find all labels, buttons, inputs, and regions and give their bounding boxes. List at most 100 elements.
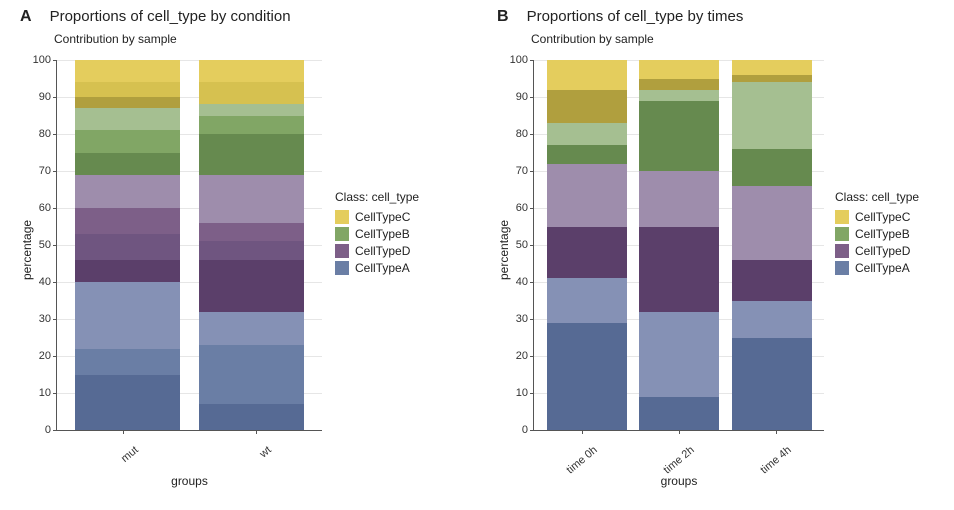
legend-label: CellTypeB (855, 227, 910, 241)
panel-title-row: AProportions of cell_type by condition (20, 8, 291, 26)
bar-segment (75, 82, 180, 97)
y-axis-label: percentage (20, 220, 34, 280)
y-axis-label: percentage (497, 220, 511, 280)
bar-segment (639, 397, 719, 430)
bar-segment (199, 82, 304, 104)
plot-area: 0102030405060708090100time 0htime 2htime… (533, 60, 824, 431)
y-tick-label: 0 (45, 424, 51, 436)
legend-swatch (835, 210, 849, 224)
panel-subtitle: Contribution by sample (54, 32, 177, 46)
x-axis-label: groups (534, 474, 824, 488)
x-tick-mark (679, 430, 680, 434)
bar-segment (199, 116, 304, 135)
x-tick-mark (582, 430, 583, 434)
bar-segment (547, 60, 627, 90)
y-tick-label: 80 (516, 128, 528, 140)
bar-segment (732, 149, 812, 186)
bar-segment (732, 60, 812, 75)
bar-segment (199, 60, 304, 82)
bar-group (732, 60, 812, 430)
bar-segment (199, 175, 304, 223)
bar-segment (547, 123, 627, 145)
legend-swatch (335, 210, 349, 224)
bar-segment (547, 90, 627, 123)
bar-segment (75, 97, 180, 108)
legend-swatch (835, 244, 849, 258)
bar-segment (75, 208, 180, 234)
bar-group (75, 60, 180, 430)
bars-container (57, 60, 322, 430)
bar-segment (75, 282, 180, 349)
bar-segment (639, 79, 719, 90)
bar-segment (639, 101, 719, 171)
figure-root: AProportions of cell_type by condition Co… (0, 0, 954, 510)
y-tick-label: 20 (516, 350, 528, 362)
bar-segment (732, 260, 812, 301)
legend-swatch (335, 261, 349, 275)
legend-item: CellTypeC (335, 210, 419, 224)
panel-title: Proportions of cell_type by condition (50, 8, 291, 25)
plot-area: 0102030405060708090100mutwtgroups (56, 60, 322, 431)
bar-segment (75, 175, 180, 208)
bars-container (534, 60, 824, 430)
y-tick-label: 60 (39, 202, 51, 214)
y-tick-mark (530, 430, 534, 431)
bar-segment (547, 323, 627, 430)
y-tick-label: 90 (39, 91, 51, 103)
bar-segment (75, 234, 180, 260)
y-tick-label: 100 (510, 54, 528, 66)
y-tick-label: 0 (522, 424, 528, 436)
y-tick-label: 10 (39, 387, 51, 399)
bar-segment (639, 227, 719, 312)
bar-segment (547, 145, 627, 164)
legend-title: Class: cell_type (835, 190, 919, 204)
y-tick-label: 40 (39, 276, 51, 288)
y-tick-label: 10 (516, 387, 528, 399)
legend-label: CellTypeD (855, 244, 910, 258)
bar-segment (199, 104, 304, 115)
bar-segment (639, 312, 719, 397)
y-tick-label: 50 (516, 239, 528, 251)
panel-B: BProportions of cell_type by times Contri… (477, 0, 954, 510)
legend-item: CellTypeA (835, 261, 919, 275)
legend-swatch (335, 227, 349, 241)
x-axis-label: groups (57, 474, 322, 488)
y-tick-mark (53, 430, 57, 431)
legend-label: CellTypeA (855, 261, 910, 275)
bar-segment (199, 223, 304, 242)
bar-segment (732, 301, 812, 338)
legend-label: CellTypeC (355, 210, 410, 224)
x-tick-mark (256, 430, 257, 434)
legend-label: CellTypeD (355, 244, 410, 258)
y-tick-label: 100 (33, 54, 51, 66)
y-tick-label: 30 (39, 313, 51, 325)
panel-A: AProportions of cell_type by condition Co… (0, 0, 477, 510)
legend-item: CellTypeD (835, 244, 919, 258)
bar-segment (639, 90, 719, 101)
y-tick-label: 60 (516, 202, 528, 214)
y-tick-label: 20 (39, 350, 51, 362)
bar-segment (199, 260, 304, 312)
panel-subtitle: Contribution by sample (531, 32, 654, 46)
bar-segment (732, 186, 812, 260)
legend-swatch (835, 261, 849, 275)
legend-item: CellTypeC (835, 210, 919, 224)
bar-segment (639, 60, 719, 79)
bar-segment (75, 153, 180, 175)
x-tick-mark (123, 430, 124, 434)
bar-group (199, 60, 304, 430)
legend-item: CellTypeD (335, 244, 419, 258)
legend: Class: cell_typeCellTypeCCellTypeBCellTy… (335, 190, 419, 278)
bar-segment (639, 171, 719, 227)
legend: Class: cell_type CellTypeC CellTypeB CellTy… (835, 190, 919, 278)
panel-title: Proportions of cell_type by times (527, 8, 744, 25)
legend-label: CellTypeA (355, 261, 410, 275)
legend-item: CellTypeB (335, 227, 419, 241)
panel-title-row: BProportions of cell_type by times (497, 8, 743, 26)
legend-label: CellTypeC (855, 210, 910, 224)
bar-segment (732, 75, 812, 82)
y-tick-label: 70 (516, 165, 528, 177)
y-tick-label: 90 (516, 91, 528, 103)
bar-segment (199, 241, 304, 260)
bar-segment (732, 338, 812, 431)
